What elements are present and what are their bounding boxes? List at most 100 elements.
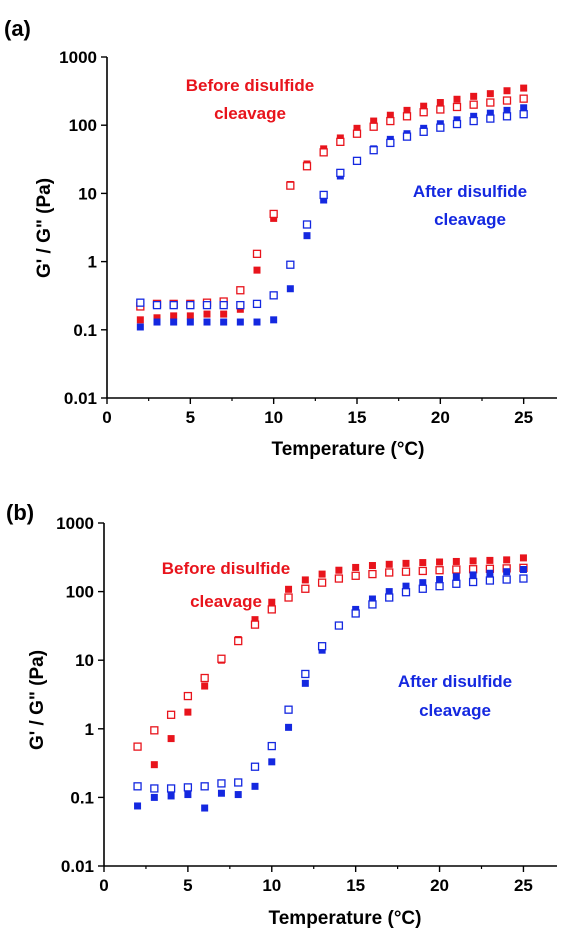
panel-b-red-filled-marker — [184, 708, 192, 716]
panel-a-red-open-marker — [302, 162, 312, 171]
panel-a-blue-filled-marker — [486, 109, 494, 117]
panel-b-red-open-marker — [334, 574, 344, 583]
panel-a-annotation-before-line2: cleavage — [214, 104, 286, 123]
panel-b-blue-filled-marker — [503, 568, 511, 576]
panel-a-x-tick-label: 15 — [348, 408, 367, 427]
panel-a-blue-open-marker — [369, 146, 378, 155]
panel-a-blue-open-marker — [469, 116, 478, 126]
panel-b-red-filled-marker — [335, 566, 343, 574]
panel-a-red-filled-marker — [186, 312, 194, 320]
panel-b-red-open-marker — [452, 565, 461, 574]
panel-a-red-open-marker — [502, 96, 512, 105]
panel-a-blue-open-marker — [169, 300, 178, 310]
panel-b-red-open-marker — [267, 605, 276, 614]
panel-a-blue-open-marker — [252, 299, 262, 309]
panel-b-blue-filled-marker — [234, 791, 242, 799]
panel-b-red-filled-marker — [503, 556, 511, 564]
panel-a-red-filled-marker — [436, 99, 444, 107]
panel-a-blue-filled-marker — [153, 318, 161, 326]
panel-b-y-tick-label: 1000 — [56, 514, 94, 533]
panel-a-blue-open-marker — [502, 112, 512, 121]
panel-a-red-filled-marker — [203, 310, 211, 318]
panel-a-red-filled-marker — [520, 84, 528, 92]
panel-a-blue-open-marker — [319, 190, 328, 200]
panel-b-blue-open-marker — [334, 621, 344, 630]
panel-b-blue-filled-marker — [452, 573, 460, 581]
panel-a-blue-open-marker — [402, 132, 412, 141]
panel-a-red-open-marker — [252, 249, 262, 258]
panel-a-x-axis-title: Temperature (°C) — [272, 439, 425, 460]
panel-b-blue-filled-marker — [402, 582, 410, 590]
panel-b-red-open-marker — [385, 568, 394, 577]
panel-a-red-filled-marker — [136, 316, 144, 324]
panel-a-red-open-marker — [519, 94, 528, 103]
panel-a-red-filled-marker — [486, 90, 494, 98]
panel-a-blue-open-marker — [152, 300, 162, 310]
panel-a-blue-open-marker — [202, 300, 212, 310]
panel-b-red-filled-marker — [352, 563, 360, 571]
panel-b-red-filled-marker — [167, 735, 175, 743]
panel-b-blue-filled-marker — [385, 588, 393, 596]
panel-b-y-tick-label: 100 — [66, 583, 94, 602]
panel-a-blue-filled-marker — [470, 112, 478, 120]
panel-b-y-tick-label: 0.1 — [70, 788, 94, 807]
panel-b-blue-open-marker — [401, 588, 411, 597]
panel-a-x-tick-label: 20 — [431, 408, 450, 427]
panel-a-x-tick-label: 5 — [186, 408, 195, 427]
panel-b-red-filled-marker — [452, 557, 460, 565]
panel-b-blue-open-marker — [166, 784, 176, 793]
panel-a-red-open-marker — [269, 209, 278, 219]
panel-b-red-open-marker — [418, 566, 427, 576]
panel-a-red-open-marker — [436, 105, 445, 114]
panel-b-blue-open-marker — [418, 584, 427, 593]
panel-b-blue-open-marker — [250, 762, 260, 771]
panel-a-x-tick-label: 0 — [102, 408, 111, 427]
panel-a-red-open-marker — [336, 137, 345, 146]
panel-a-red-filled-marker — [370, 117, 378, 125]
panel-b-red-filled-marker — [419, 559, 427, 567]
panel-a-blue-open-marker — [352, 156, 362, 166]
panel-b-x-tick-label: 15 — [346, 876, 365, 895]
panel-b-blue-open-marker — [301, 669, 310, 679]
panel-b-red-open-marker — [166, 710, 176, 719]
panel-b-red-filled-marker — [150, 761, 158, 769]
panel-a-blue-filled-marker — [453, 116, 461, 124]
panel-b-blue-filled-marker — [469, 571, 477, 579]
panel-a-red-open-marker — [236, 286, 245, 295]
panel-a-blue-filled-marker — [170, 318, 178, 326]
panel-b-red-filled-marker — [251, 616, 259, 624]
panel-a-blue-open-marker — [286, 260, 295, 269]
panel-a-data-markers — [136, 84, 528, 331]
panel-a-blue-filled-marker — [520, 104, 528, 112]
panel-b-blue-open-marker — [217, 779, 226, 788]
panel-a-red-filled-marker — [453, 95, 461, 103]
panel-a-blue-open-marker — [436, 123, 445, 132]
panel-b-ticks: 0 5 10 15 20 25 0.01 0.1 1 10 100 1000 — [56, 514, 533, 895]
panel-b-blue-open-marker — [200, 782, 209, 791]
panel-a-red-open-marker — [402, 112, 412, 121]
panel-a-red-filled-marker — [253, 266, 261, 274]
panel-a-red-open-marker — [352, 129, 362, 138]
panel-a-blue-filled-marker — [203, 318, 211, 326]
panel-b-red-open-marker — [234, 636, 243, 646]
panel-a-red-open-marker — [469, 100, 478, 109]
panel-b-x-tick-label: 0 — [99, 876, 108, 895]
panel-b-blue-filled-marker — [285, 723, 293, 731]
panel-a-blue-open-marker — [336, 168, 345, 178]
panel-a-annotation-after-line2: cleavage — [434, 210, 506, 229]
panel-b-red-open-marker — [301, 584, 310, 593]
panel-b-data-markers — [133, 554, 528, 812]
panel-b-blue-open-marker — [284, 705, 293, 714]
panel-a-blue-filled-marker — [286, 285, 294, 293]
panel-b-blue-filled-marker — [486, 569, 494, 577]
panel-a-y-tick-label: 0.1 — [73, 321, 97, 340]
panel-b-blue-open-marker — [519, 574, 528, 583]
panel-a-blue-open-marker — [302, 220, 312, 229]
panel-a-red-open-marker — [386, 116, 395, 126]
panel-a-blue-open-marker — [419, 127, 428, 136]
panel-b-blue-open-marker — [435, 582, 444, 591]
panel-a-y-tick-label: 10 — [78, 184, 97, 203]
panel-b-red-open-marker — [368, 569, 377, 579]
panel-b-blue-filled-marker — [251, 782, 259, 790]
panel-a-annotation-after-line1: After disulfide — [413, 182, 527, 201]
